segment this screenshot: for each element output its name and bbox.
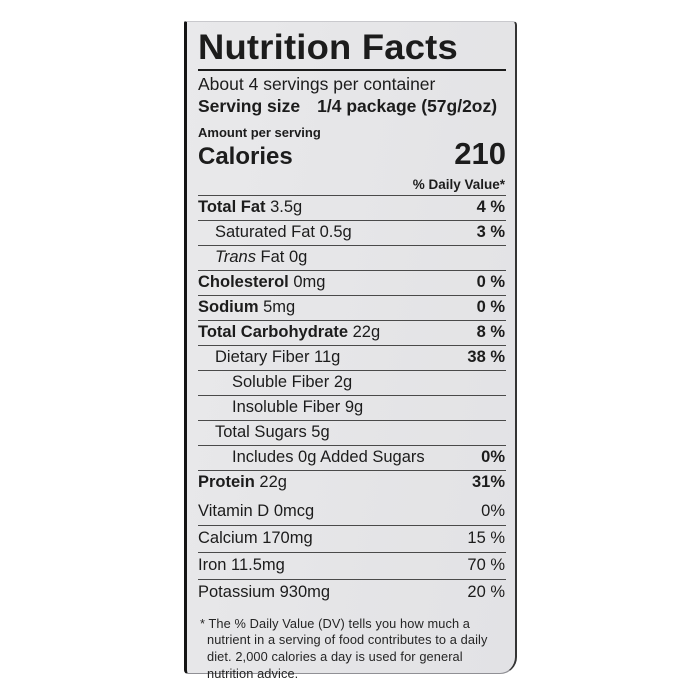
- nutrient-row: Sodium 5mg 0 %: [198, 296, 506, 321]
- nutrient-name-and-amount: Includes 0g Added Sugars: [232, 448, 425, 467]
- vitamin-row: Iron 11.5mg 70 %: [198, 553, 506, 580]
- nutrient-name-and-amount: Total Fat 3.5g: [198, 198, 303, 217]
- nutrient-name-and-amount: Trans Fat 0g: [215, 248, 308, 267]
- nutrient-rows: Total Fat 3.5g 4 % Saturated Fat 0.5g 3 % Tr…: [198, 196, 506, 495]
- daily-value-percent: 0 %: [476, 273, 505, 292]
- nutrient-row: Includes 0g Added Sugars 0%: [198, 446, 506, 471]
- daily-value-footnote: * The % Daily Value (DV) tells you how m…: [200, 615, 488, 682]
- vitamin-row: Vitamin D 0mcg 0%: [198, 499, 506, 526]
- nutrient-name-and-amount: Cholesterol 0mg: [198, 273, 326, 292]
- label-title: Nutrition Facts: [198, 28, 458, 67]
- daily-value-percent: 20 %: [467, 583, 505, 602]
- nutrient-name-and-amount: Sodium 5mg: [198, 298, 296, 317]
- nutrient-name-and-amount: Total Carbohydrate 22g: [198, 323, 381, 342]
- daily-value-percent: 0%: [481, 502, 505, 521]
- nutrient-row: Trans Fat 0g: [198, 246, 506, 271]
- label-content: Nutrition Facts About 4 servings per con…: [187, 22, 515, 681]
- amount-per-serving-label: Amount per serving: [198, 125, 321, 140]
- daily-value-header: % Daily Value*: [198, 173, 506, 196]
- nutrient-name-and-amount: Dietary Fiber 11g: [215, 348, 341, 367]
- calories-value: 210: [454, 136, 506, 171]
- nutrient-row: Total Sugars 5g: [198, 421, 506, 446]
- serving-size-label: Serving size: [198, 96, 301, 116]
- vitamin-rows: Vitamin D 0mcg 0% Calcium 170mg 15 % Iron 11…: [198, 499, 506, 606]
- daily-value-percent: 8 %: [476, 323, 505, 342]
- nutrient-row: Cholesterol 0mg 0 %: [198, 271, 506, 296]
- daily-value-percent: 0 %: [476, 298, 505, 317]
- nutrition-facts-label: Nutrition Facts About 4 servings per con…: [184, 21, 517, 681]
- nutrient-row: Total Carbohydrate 22g 8 %: [198, 321, 506, 346]
- nutrient-name-and-amount: Calcium 170mg: [198, 529, 313, 548]
- daily-value-percent: 4 %: [476, 198, 505, 217]
- calories-row: Calories 210: [198, 136, 506, 171]
- nutrient-row: Saturated Fat 0.5g 3 %: [198, 221, 506, 246]
- nutrient-name-and-amount: Insoluble Fiber 9g: [232, 398, 364, 417]
- calories-label: Calories: [198, 142, 293, 170]
- nutrient-name-and-amount: Vitamin D 0mcg: [198, 502, 315, 521]
- daily-value-percent: 0%: [481, 448, 505, 467]
- daily-value-percent: 70 %: [467, 556, 505, 575]
- vitamin-row: Potassium 930mg 20 %: [198, 580, 506, 606]
- serving-size-row: Serving size 1/4 package (57g/2oz): [198, 95, 506, 117]
- nutrient-name-and-amount: Iron 11.5mg: [198, 556, 285, 575]
- daily-value-percent: 3 %: [476, 223, 505, 242]
- nutrient-name-and-amount: Total Sugars 5g: [215, 423, 330, 442]
- daily-value-percent: 38 %: [467, 348, 505, 367]
- nutrient-name-and-amount: Potassium 930mg: [198, 583, 331, 602]
- daily-value-percent: 15 %: [467, 529, 505, 548]
- servings-per-container: About 4 servings per container: [198, 74, 436, 94]
- nutrient-row: Protein 22g 31%: [198, 471, 506, 495]
- nutrient-row: Soluble Fiber 2g: [198, 371, 506, 396]
- vitamin-row: Calcium 170mg 15 %: [198, 526, 506, 553]
- nutrient-row: Total Fat 3.5g 4 %: [198, 196, 506, 221]
- nutrient-name-and-amount: Saturated Fat 0.5g: [215, 223, 352, 242]
- nutrient-row: Insoluble Fiber 9g: [198, 396, 506, 421]
- title-divider: [198, 69, 506, 71]
- serving-size-value: 1/4 package (57g/2oz): [317, 96, 498, 116]
- nutrient-name-and-amount: Soluble Fiber 2g: [232, 373, 353, 392]
- nutrient-row: Dietary Fiber 11g 38 %: [198, 346, 506, 371]
- nutrient-name-and-amount: Protein 22g: [198, 473, 287, 492]
- daily-value-percent: 31%: [471, 473, 505, 492]
